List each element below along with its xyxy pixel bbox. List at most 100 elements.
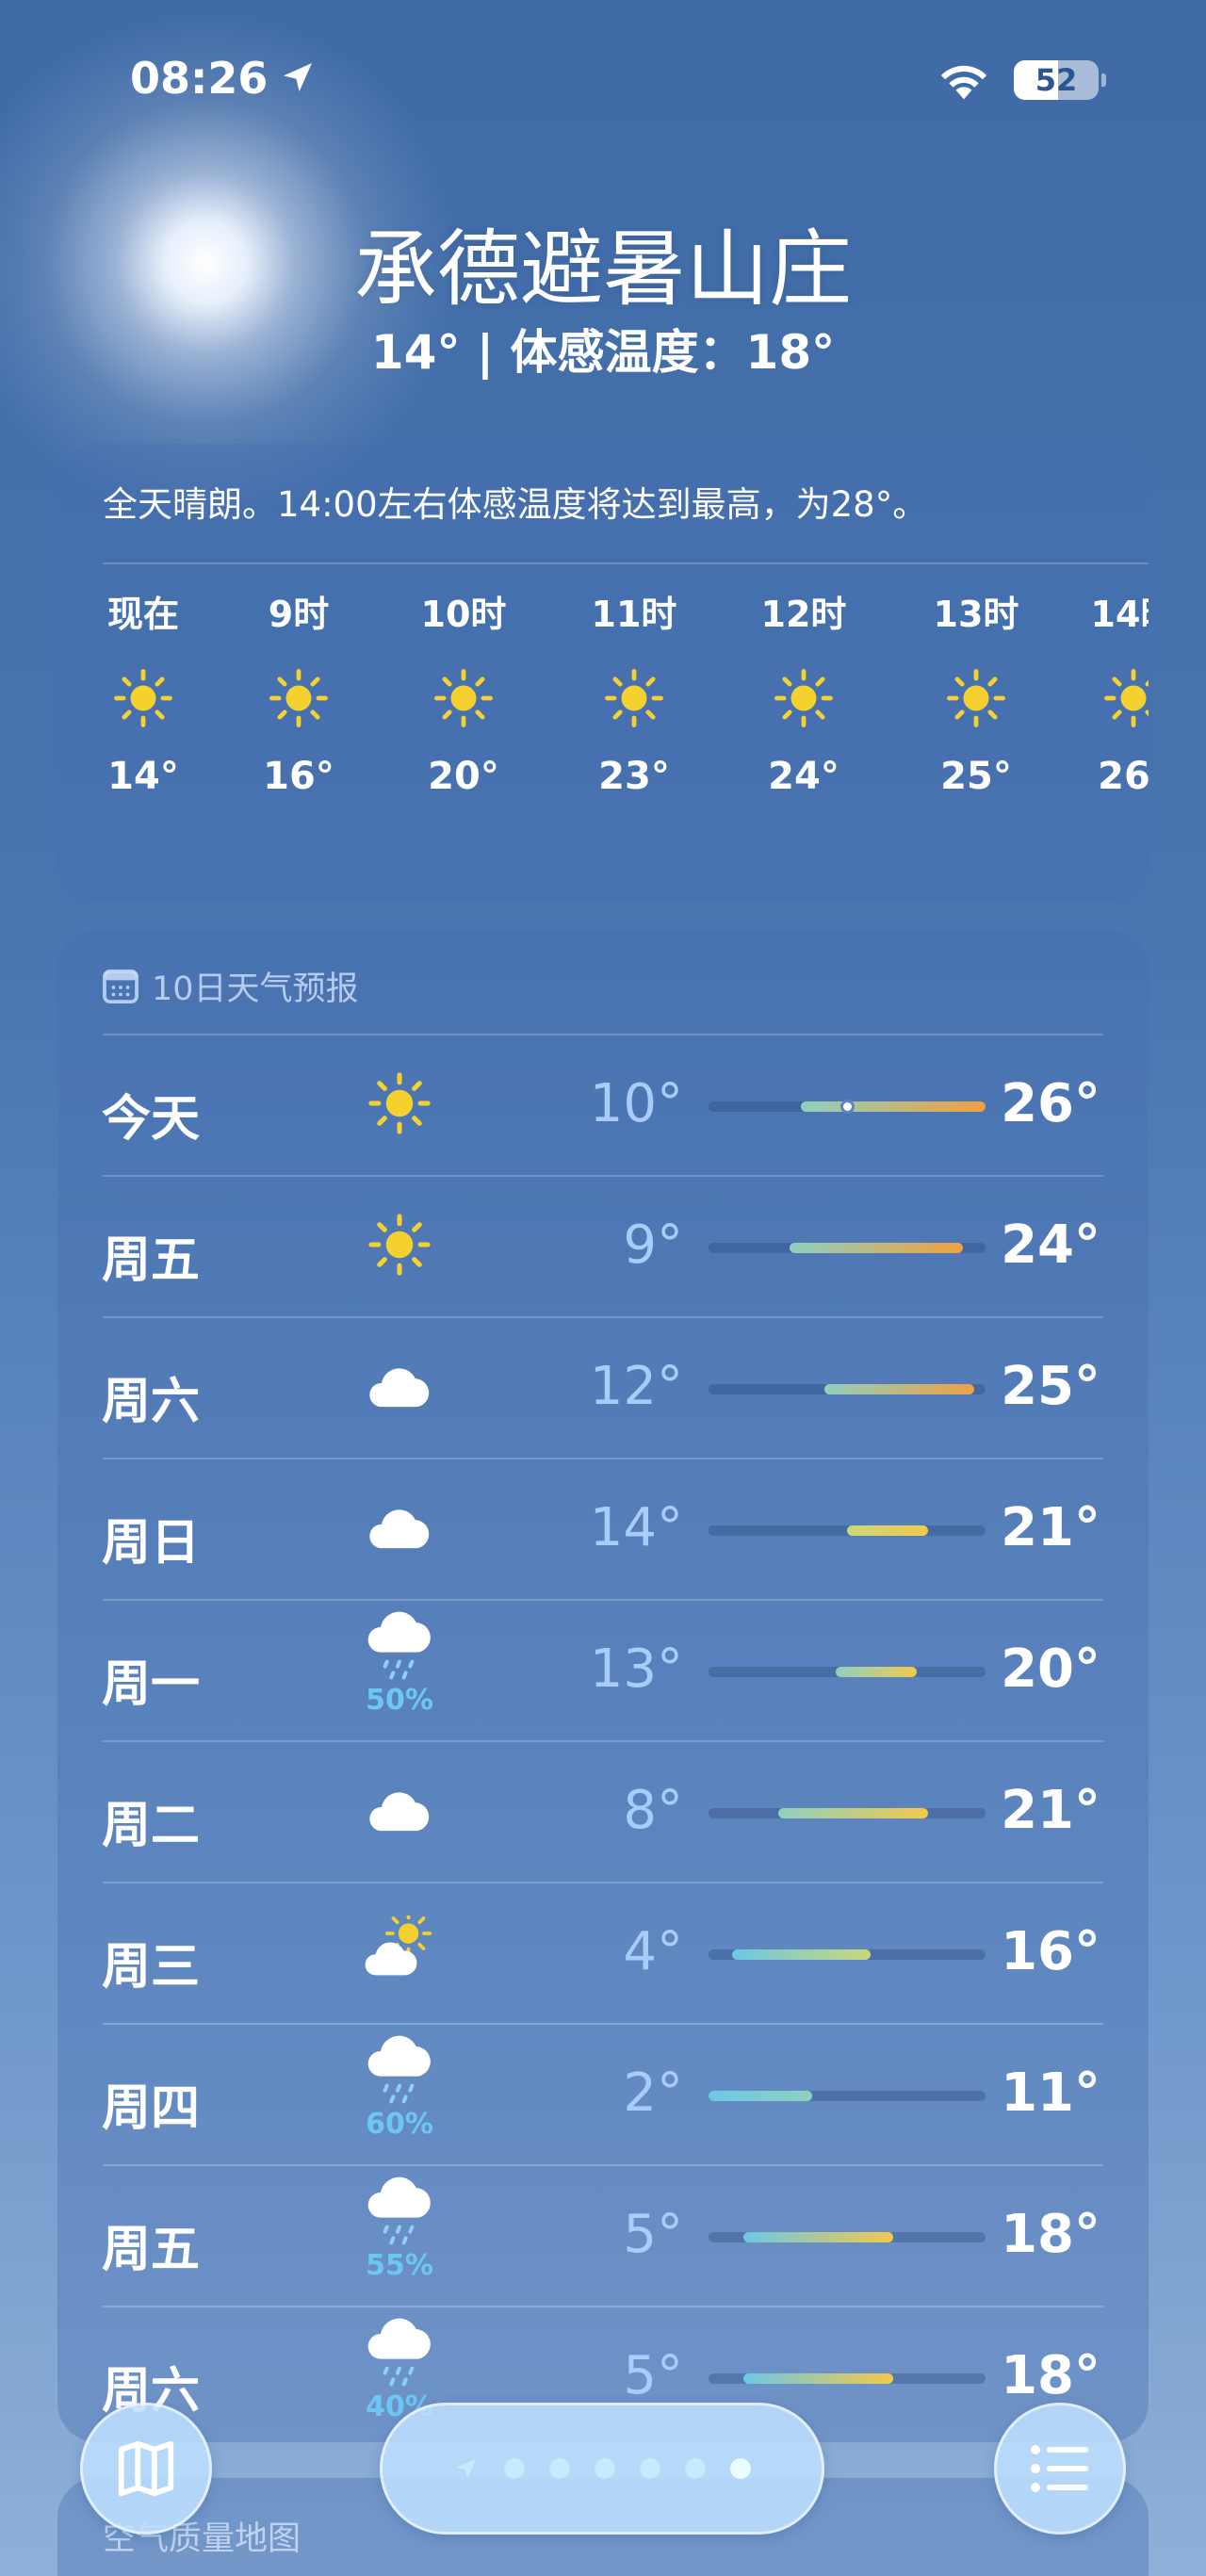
divider bbox=[103, 1316, 1103, 1318]
clock: 08:26 bbox=[130, 53, 269, 104]
precip-chance: 60% bbox=[366, 2108, 433, 2141]
low-temp: 13° bbox=[589, 1639, 683, 1700]
battery-indicator: 52 bbox=[1014, 60, 1099, 100]
divider bbox=[103, 1034, 1103, 1035]
map-button[interactable] bbox=[80, 2403, 212, 2535]
divider bbox=[103, 1458, 1103, 1459]
rain-icon bbox=[367, 2035, 431, 2104]
low-temp: 14° bbox=[589, 1497, 683, 1558]
rain-icon bbox=[367, 2318, 431, 2387]
page-dot[interactable] bbox=[595, 2458, 615, 2479]
hour-temp: 25° bbox=[940, 755, 1012, 798]
temp-range-track bbox=[709, 2232, 986, 2242]
partly-cloudy-icon bbox=[365, 1910, 432, 1976]
sun-icon bbox=[947, 669, 1005, 727]
sun-icon bbox=[434, 669, 493, 727]
high-temp: 21° bbox=[1001, 1780, 1100, 1841]
page-indicator[interactable] bbox=[380, 2403, 824, 2535]
divider bbox=[103, 1882, 1103, 1883]
day-label: 周五 bbox=[102, 1232, 201, 1289]
forecast-row[interactable]: 周三 4° 16° bbox=[57, 1883, 1149, 2025]
hour-temp: 26° bbox=[1098, 755, 1149, 798]
page-dot[interactable] bbox=[549, 2458, 570, 2479]
hourly-forecast-card[interactable]: 全天晴朗。14:00左右体感温度将达到最高，为28°。 现在 14° 9时 16° 10… bbox=[57, 444, 1149, 901]
temp-range-track bbox=[709, 2091, 986, 2101]
location-title: 承德避暑山庄 bbox=[353, 220, 852, 318]
page-dot[interactable] bbox=[640, 2458, 660, 2479]
map-icon bbox=[118, 2440, 174, 2497]
forecast-title: 10日天气预报 bbox=[152, 970, 359, 1008]
forecast-header: 10日天气预报 bbox=[103, 962, 359, 1010]
cloud-icon bbox=[369, 1368, 430, 1408]
high-temp: 18° bbox=[1001, 2204, 1100, 2265]
hour-column: 11时 23° bbox=[578, 585, 691, 798]
sun-icon bbox=[368, 1214, 431, 1276]
temp-range-bar bbox=[731, 1949, 871, 1960]
day-label: 周六 bbox=[102, 1374, 201, 1430]
current-location-icon[interactable] bbox=[453, 2455, 480, 2482]
current-temp-marker bbox=[840, 1100, 855, 1114]
low-temp: 2° bbox=[623, 2062, 683, 2124]
forecast-row[interactable]: 周四 60% 2° 11° bbox=[57, 2025, 1149, 2166]
hour-temp: 14° bbox=[107, 755, 179, 798]
forecast-row[interactable]: 周五 9° 24° bbox=[57, 1177, 1149, 1318]
forecast-row[interactable]: 周五 55% 5° 18° bbox=[57, 2166, 1149, 2307]
temp-range-track bbox=[709, 1949, 986, 1960]
low-temp: 9° bbox=[623, 1215, 683, 1276]
forecast-row[interactable]: 今天 10° 26° bbox=[57, 1035, 1149, 1177]
high-temp: 18° bbox=[1001, 2345, 1100, 2406]
page-dot[interactable] bbox=[685, 2458, 706, 2479]
low-temp: 5° bbox=[623, 2204, 683, 2265]
forecast-row[interactable]: 周六 12° 25° bbox=[57, 1318, 1149, 1459]
sun-icon bbox=[368, 1072, 431, 1134]
forecast-row[interactable]: 周日 14° 21° bbox=[57, 1459, 1149, 1601]
hour-temp: 23° bbox=[598, 755, 670, 798]
hour-label: 现在 bbox=[106, 594, 179, 635]
ten-day-forecast-card[interactable]: 10日天气预报 今天 10° 26° 周五 9° 24° 周六 12° 25° … bbox=[57, 930, 1149, 2442]
cloud-icon bbox=[369, 1509, 430, 1549]
precip-chance: 55% bbox=[366, 2249, 433, 2282]
location-arrow-icon bbox=[284, 63, 312, 91]
divider bbox=[103, 2023, 1103, 2025]
hour-label: 12时 bbox=[760, 594, 847, 635]
low-temp: 10° bbox=[589, 1073, 683, 1134]
calendar-icon bbox=[103, 969, 139, 1003]
forecast-row[interactable]: 周一 50% 13° 20° bbox=[57, 1601, 1149, 1742]
sun-icon bbox=[605, 669, 663, 727]
daily-summary: 全天晴朗。14:00左右体感温度将达到最高，为28°。 bbox=[103, 484, 928, 525]
divider bbox=[103, 2306, 1103, 2307]
temp-range-bar bbox=[777, 1808, 928, 1818]
temp-range-track bbox=[709, 1384, 986, 1394]
hour-column: 13时 25° bbox=[920, 585, 1033, 798]
sun-glow bbox=[0, 0, 565, 622]
temp-range-bar bbox=[742, 2373, 893, 2384]
battery-tip bbox=[1101, 73, 1106, 87]
hour-label: 13时 bbox=[933, 594, 1019, 635]
divider bbox=[103, 1740, 1103, 1742]
day-label: 周二 bbox=[102, 1798, 201, 1854]
hour-label: 9时 bbox=[268, 594, 330, 635]
divider bbox=[103, 1175, 1103, 1177]
low-temp: 5° bbox=[623, 2345, 683, 2406]
day-label: 周五 bbox=[102, 2222, 201, 2278]
current-temp-subtitle: 14° | 体感温度：18° bbox=[370, 325, 836, 380]
temp-range-bar bbox=[823, 1384, 974, 1394]
temp-range-bar bbox=[835, 1667, 917, 1677]
rain-icon bbox=[367, 2177, 431, 2245]
page-dot[interactable] bbox=[504, 2458, 525, 2479]
low-temp: 12° bbox=[589, 1356, 683, 1417]
page-dot[interactable] bbox=[730, 2458, 751, 2479]
forecast-row[interactable]: 周二 8° 21° bbox=[57, 1742, 1149, 1883]
hour-temp: 16° bbox=[263, 755, 334, 798]
high-temp: 24° bbox=[1001, 1215, 1100, 1276]
high-temp: 26° bbox=[1001, 1073, 1100, 1134]
rain-icon bbox=[367, 1611, 431, 1680]
cloud-icon bbox=[369, 1792, 430, 1832]
hour-column: 现在 14° bbox=[87, 585, 200, 798]
low-temp: 8° bbox=[623, 1780, 683, 1841]
city-list-button[interactable] bbox=[994, 2403, 1126, 2535]
hour-column: 9时 16° bbox=[242, 585, 355, 798]
sun-icon bbox=[1104, 669, 1149, 727]
temp-range-track bbox=[709, 2373, 986, 2384]
divider bbox=[103, 1599, 1103, 1601]
